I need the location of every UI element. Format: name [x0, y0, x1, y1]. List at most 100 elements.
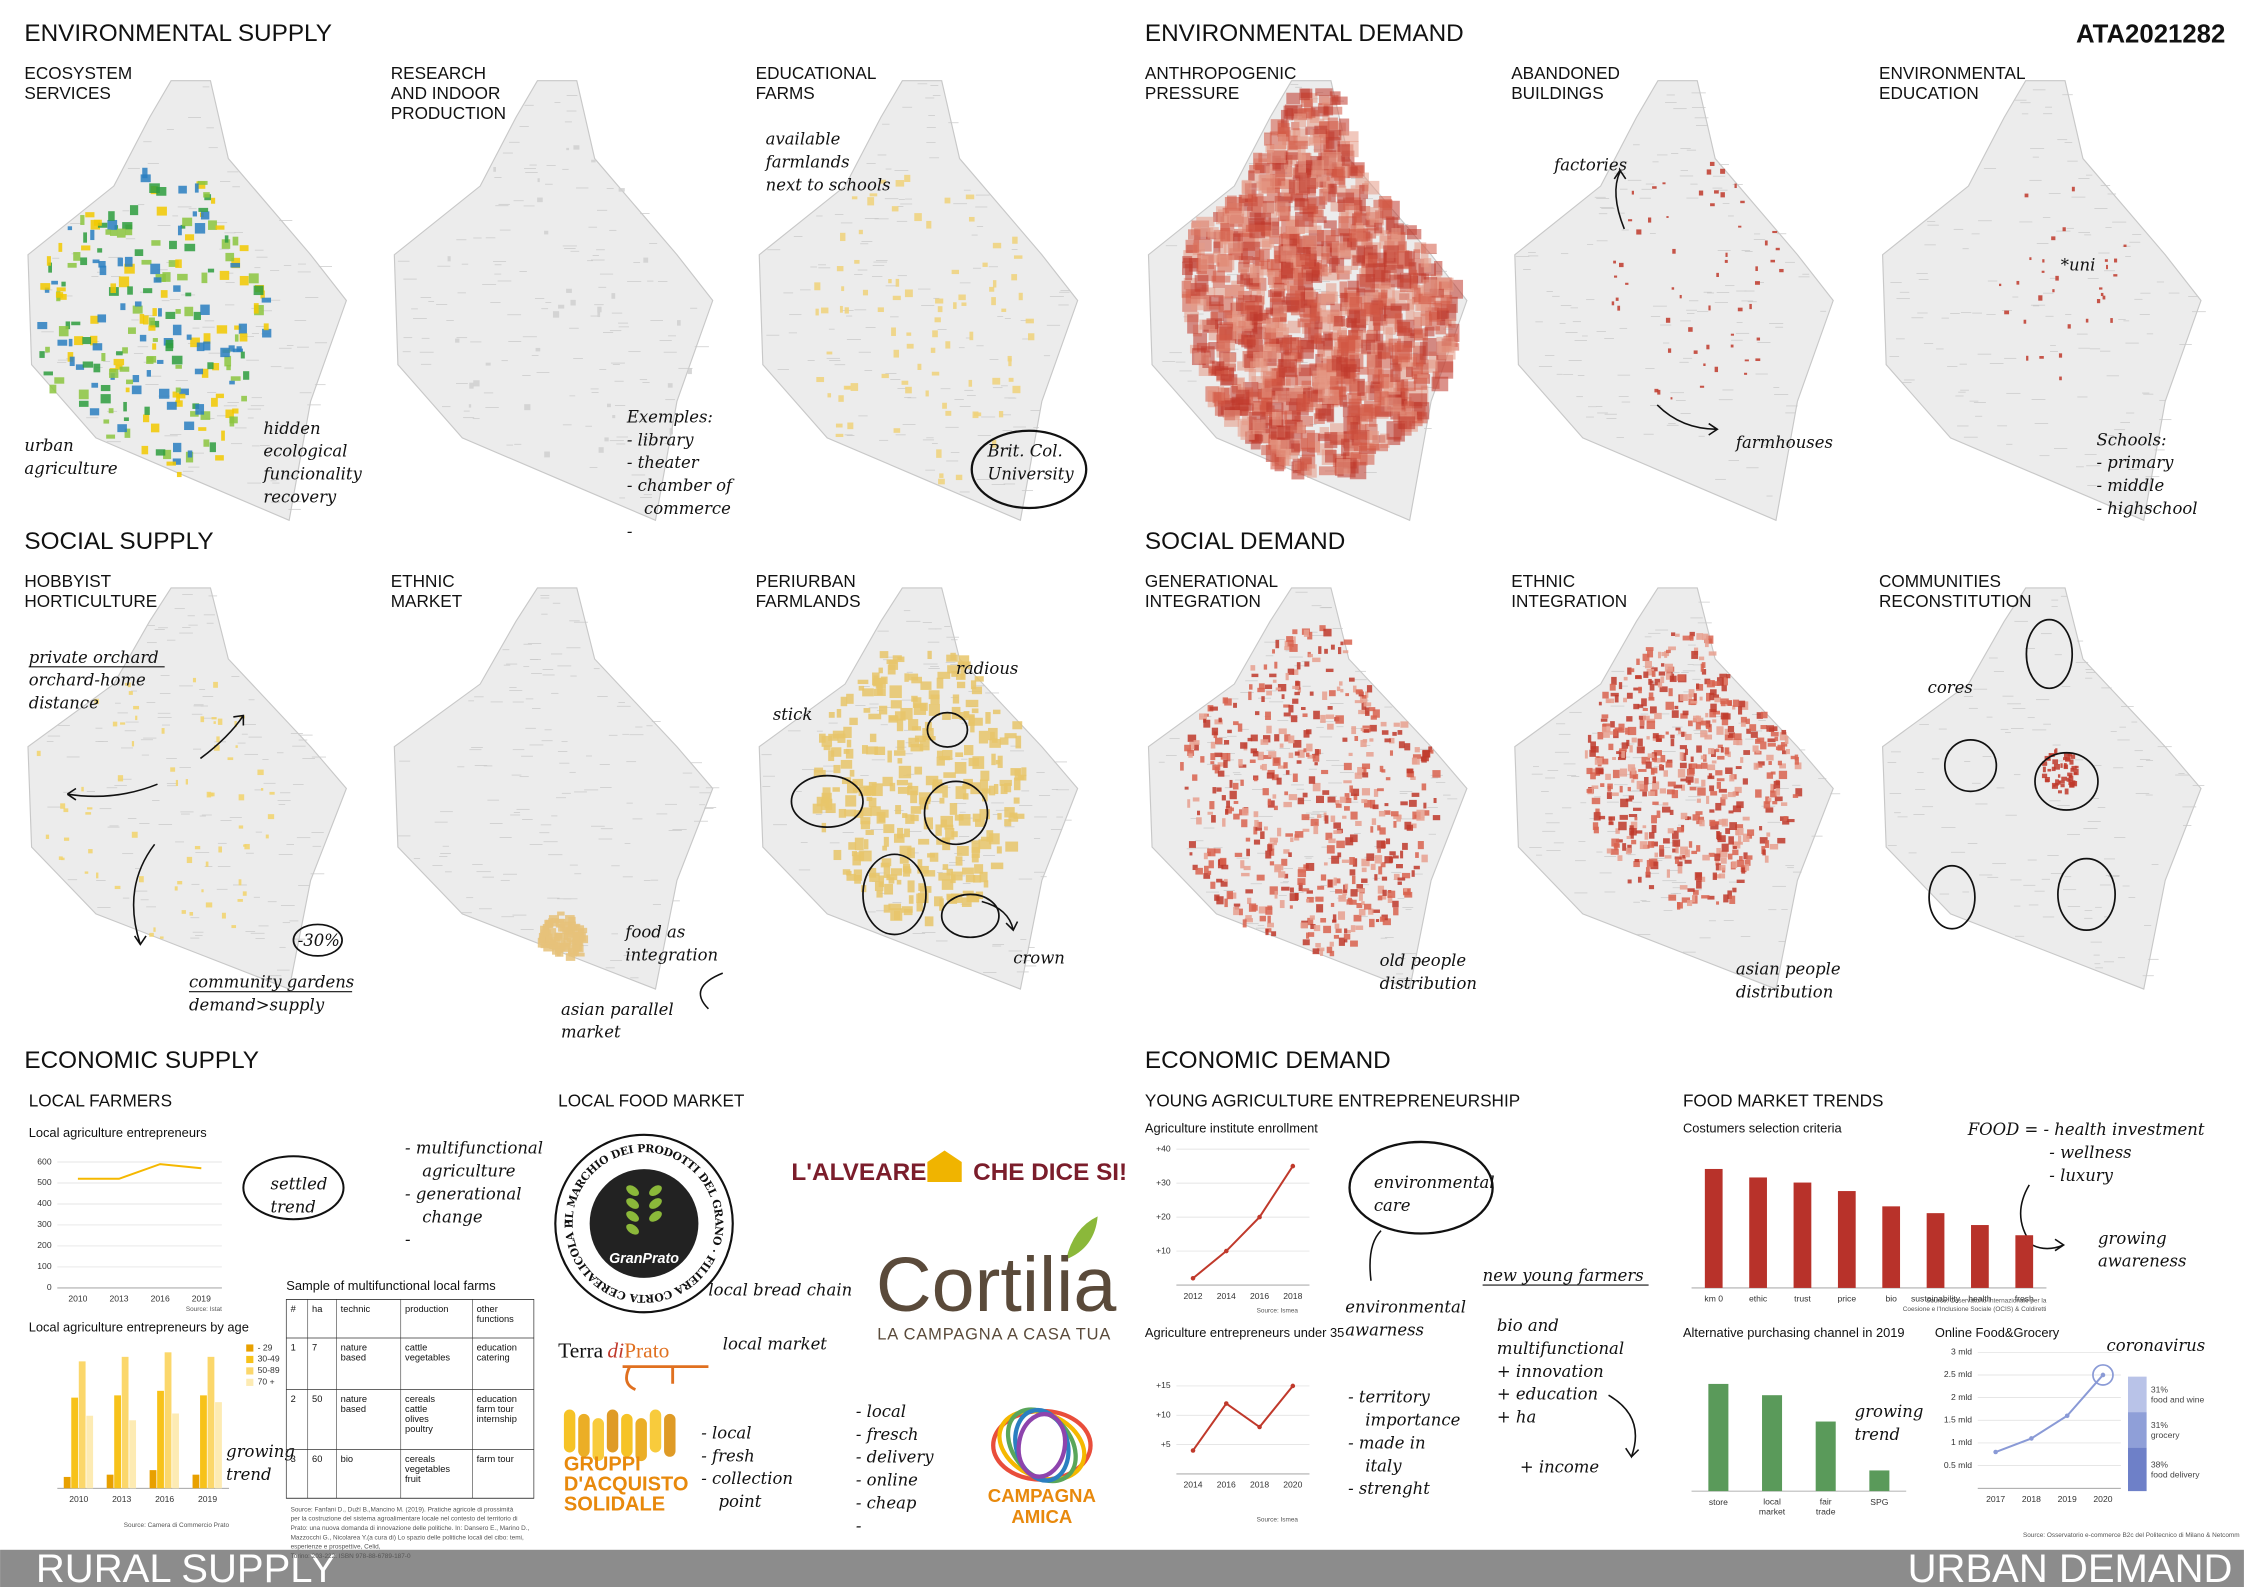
map-texture [1350, 801, 1359, 803]
map-feature [1287, 320, 1301, 334]
map-feature [991, 753, 996, 766]
map-feature [923, 817, 934, 830]
map-feature [1308, 776, 1316, 784]
map-texture [1236, 857, 1249, 859]
map-feature [2123, 244, 2127, 247]
map-feature [80, 257, 88, 266]
map-feature [1393, 403, 1405, 423]
map-texture [544, 729, 552, 731]
map-texture [1744, 290, 1755, 292]
sketch-circle [2025, 618, 2074, 690]
map-feature [1736, 859, 1745, 867]
map-texture [434, 821, 448, 823]
map-texture [227, 272, 234, 274]
map-feature [1637, 876, 1642, 883]
map-texture [1725, 285, 1735, 287]
map-feature [1261, 696, 1265, 703]
map-texture [1979, 874, 1993, 876]
map-texture [864, 370, 873, 371]
map-feature [1283, 801, 1292, 808]
map-texture [611, 865, 620, 867]
map-feature [812, 803, 823, 814]
map-feature [908, 737, 920, 748]
map-texture [1206, 891, 1220, 893]
map-texture [858, 415, 868, 417]
map-feature [1203, 873, 1211, 879]
map-texture [897, 388, 907, 389]
map-texture [421, 337, 430, 339]
map-feature [974, 864, 984, 874]
map-texture [1586, 299, 1595, 301]
map-feature [92, 343, 103, 351]
map-feature [1363, 767, 1367, 773]
map-feature [1320, 310, 1331, 322]
map-feature [1620, 798, 1629, 808]
map-feature [1203, 718, 1207, 723]
map-texture [248, 699, 255, 701]
map-feature [1702, 854, 1710, 861]
map-texture [1802, 273, 1810, 275]
map-feature [239, 275, 249, 286]
map-feature [1253, 826, 1258, 835]
map-feature [157, 359, 164, 364]
map-feature [99, 265, 107, 276]
map-feature [995, 759, 1001, 765]
footer-left: RURAL SUPPLY [36, 1547, 336, 1587]
map-feature [1636, 746, 1645, 754]
map-feature [1638, 686, 1642, 694]
map-texture [1011, 249, 1018, 250]
map-feature [935, 824, 942, 836]
map-feature [1347, 238, 1358, 248]
map-feature [1784, 736, 1789, 744]
map-feature [1314, 316, 1323, 330]
map-texture [509, 689, 523, 691]
map-feature [190, 337, 200, 348]
map-feature [1411, 757, 1418, 765]
map-feature [1315, 942, 1321, 948]
map-texture [114, 702, 121, 704]
map-feature [1336, 270, 1350, 280]
map-feature [1214, 752, 1223, 758]
map-texture [251, 397, 262, 399]
map-texture [530, 659, 541, 660]
map-texture [169, 434, 182, 435]
map-feature [109, 368, 119, 378]
annotation: point [718, 1492, 761, 1511]
map-texture [298, 263, 306, 265]
map-texture [1769, 323, 1784, 324]
map-feature [1630, 831, 1634, 839]
map-texture [1775, 326, 1784, 328]
map-feature [1259, 248, 1270, 262]
map-feature [1649, 680, 1654, 684]
map-feature [158, 388, 170, 399]
map-texture [1596, 331, 1606, 332]
map-texture [527, 643, 542, 644]
map-texture [1232, 772, 1241, 774]
map-texture [1916, 273, 1928, 274]
map-outline [1882, 587, 2202, 990]
subsection-title: LOCAL FOOD MARKET [558, 1090, 745, 1110]
map-feature [1361, 799, 1368, 804]
map-texture [1010, 750, 1025, 752]
map-feature [880, 862, 890, 868]
map-feature [1627, 879, 1632, 884]
map-feature [260, 788, 264, 791]
map-feature [925, 390, 929, 397]
map-texture [1000, 448, 1013, 450]
map-texture [609, 229, 617, 231]
map-feature [888, 877, 895, 884]
map-feature [1626, 692, 1633, 699]
map-texture [1307, 631, 1318, 633]
map-texture [1972, 312, 1983, 314]
map-texture [896, 220, 908, 222]
map-texture [1969, 400, 1979, 402]
map-texture [2005, 732, 2011, 733]
map-texture [466, 897, 474, 899]
map-texture [270, 501, 281, 503]
map-feature [1606, 699, 1611, 703]
map-feature [897, 758, 903, 764]
map-texture [125, 721, 139, 723]
map-feature [1296, 662, 1301, 670]
map-feature [568, 927, 573, 938]
